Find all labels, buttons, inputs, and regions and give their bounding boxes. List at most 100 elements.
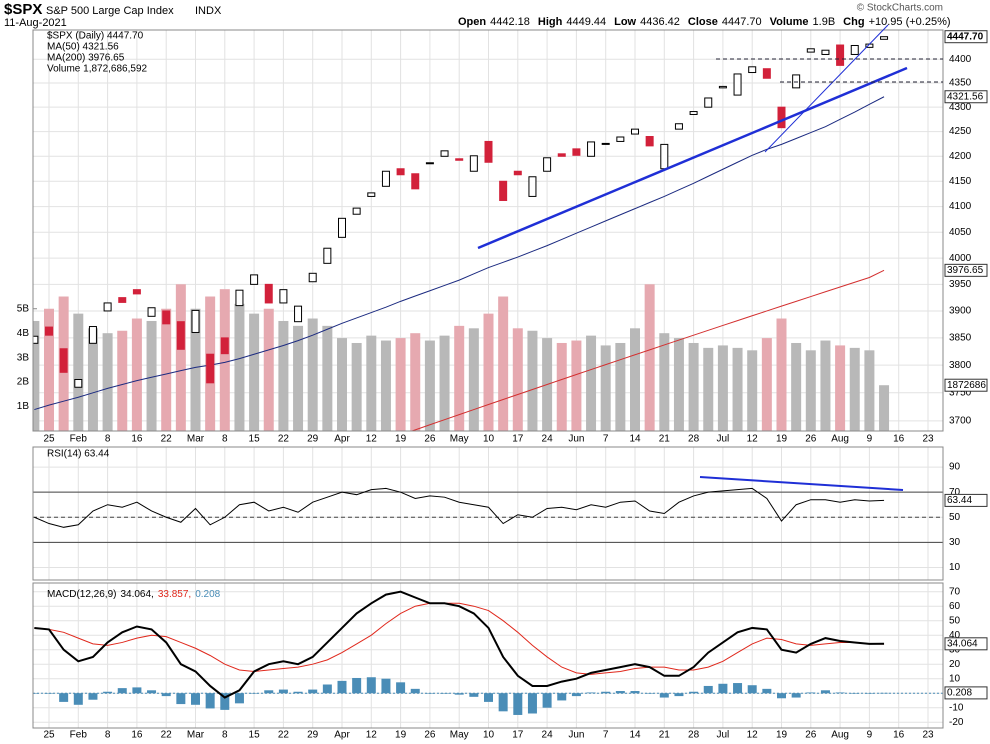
y-tick-label: 60 [949,601,961,612]
candle-body [499,180,508,201]
x-tick-label: 8 [222,434,228,445]
x-tick-label: 12 [366,434,378,445]
candle-body [674,123,683,130]
copyright: © StockCharts.com [857,3,943,14]
histogram-bar [396,682,406,694]
x-tick-label: May [450,730,469,741]
x-tick-label: 22 [161,730,173,741]
value-tag-label: 1872686 [947,380,986,391]
volume-bar [688,342,699,431]
macd-marks [33,590,943,715]
macd-title: MACD(12,26,9) 34.064, 33.857, 0.208 [47,589,221,600]
y-tick-label: 4300 [949,102,972,113]
y-tick-label: 40 [949,630,961,641]
candle-body [338,217,346,238]
x-tick-label: 24 [542,434,554,445]
x-tick-label: 19 [395,434,407,445]
candle-body [631,128,639,135]
value-tag [944,493,988,507]
quote-value: 4442.18 [490,16,530,28]
candle-body [543,157,552,172]
histogram-bar [498,693,508,712]
histogram-bar [117,688,127,694]
x-tick-label: Feb [70,434,88,445]
x-tick-label: 16 [131,730,143,741]
volume-bar [190,308,201,431]
candle-body [748,66,757,74]
candle-body [440,150,449,157]
histogram-bar [103,691,113,694]
x-tick-label: 10 [483,730,495,741]
y-tick-label: 4200 [949,151,972,162]
y-tick-label: -10 [949,702,964,713]
candle-body [191,309,200,333]
x-tick-label: 26 [424,730,436,741]
candle-body [806,48,815,53]
volume-bar [820,340,831,431]
quote-value: 4447.70 [722,16,762,28]
x-tick-label: 7 [603,434,609,445]
ma-line [410,269,885,431]
legend-entry: MA(200) 3976.65 [47,53,125,64]
volume-bar [380,340,391,431]
trend-line [699,476,904,491]
x-tick-label: 22 [161,434,173,445]
quote-value: 4449.44 [566,16,606,28]
y-tick-label: 4000 [949,253,972,264]
y-tick-label: 50 [949,615,961,626]
quote-value: 1.9B [813,16,836,28]
x-tick-label: 26 [805,434,817,445]
subtitle: S&P 500 Large Cap Index [46,5,174,17]
candle-body [294,305,303,323]
candle-body [587,141,596,157]
x-tick-label: 16 [893,434,905,445]
y-tick-label: -20 [949,717,964,728]
candle-body [425,162,434,165]
candle-body [308,272,317,283]
y-tick-label: 3700 [949,415,972,426]
volume-bar [146,320,157,431]
histogram-bar [571,693,581,697]
volume-bar [234,303,245,431]
x-tick-label: 23 [922,434,934,445]
value-tag-label: 4447.70 [947,31,984,42]
y-tick-label: 3850 [949,333,972,344]
volume-bar [131,318,142,431]
histogram-bar [59,693,69,702]
histogram-bar [73,693,83,705]
volume-bar [73,313,84,431]
histogram-bar [645,693,655,694]
quote: Open 4442.18 High 4449.44 Low 4436.42 Close 444… [458,16,951,28]
value-tag [944,30,988,44]
volume-bar [805,350,816,431]
histogram-bar [33,693,39,694]
candle-body [557,153,566,157]
candle-body [645,136,654,147]
y-tick-label: 4400 [949,54,972,65]
candle-body [455,158,464,161]
candle-body [821,49,830,55]
y-tick-label: 90 [949,462,961,473]
volume-bar [366,335,377,431]
value-tag [944,90,988,104]
x-tick-label: 26 [805,730,817,741]
volume-bar [703,347,714,431]
marks: 25 25 Feb Feb 8 8 16 16 22 22 Mar Mar 8 8 15 15 22 22 29 29… [17,30,988,741]
candle-body [601,142,610,145]
x-tick-label: 14 [629,434,641,445]
macd-line [34,590,885,699]
volume-bar [175,284,186,431]
volume-bar [293,325,304,431]
legend-entry: Volume 1,872,686,592 [47,64,148,75]
y-tick-label: 70 [949,487,961,498]
histogram-bar [615,691,625,694]
x-tick-label: 17 [512,730,524,741]
volume-bar [644,284,655,431]
x-tick-label: Apr [334,730,350,741]
candle-body [59,348,68,373]
annotations [477,24,943,491]
histogram-bar [718,683,728,694]
volume-bar [278,320,289,431]
ma-line [34,96,885,411]
trend-line [477,66,908,250]
